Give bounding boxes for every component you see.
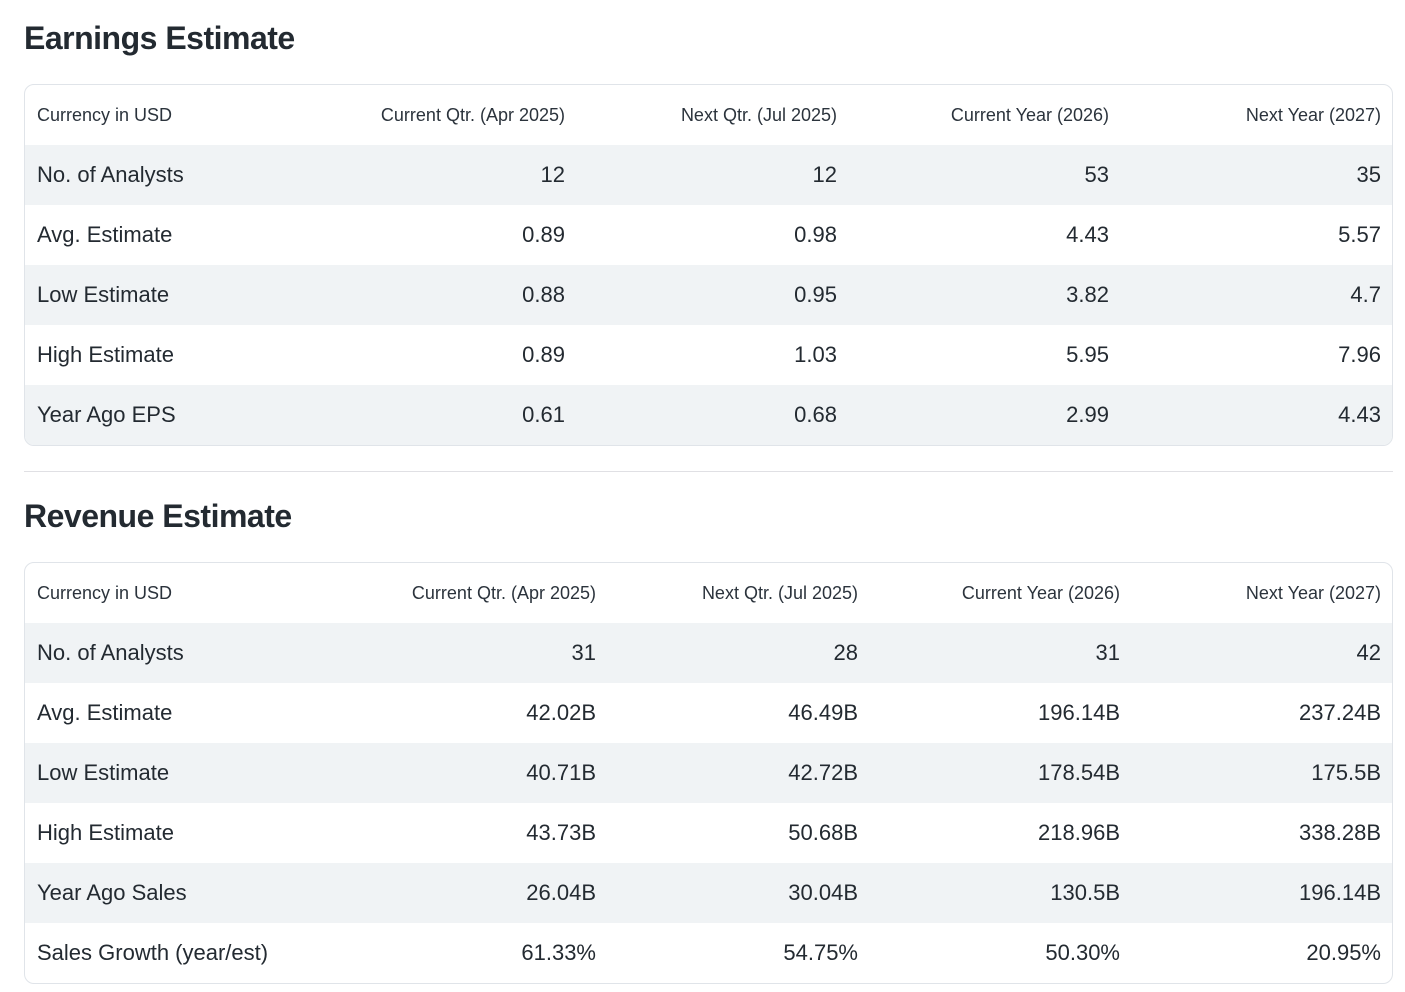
period-column-header: Current Qtr. (Apr 2025) [380,104,565,125]
table-row: No. of Analysts 12 12 53 35 [25,145,1392,205]
table-header-row: Currency in USD Current Qtr. (Apr 2025) Ne… [25,563,1392,623]
row-label: High Estimate [37,820,174,845]
cell-value: 178.54B [1038,760,1120,785]
cell-value: 35 [1356,162,1381,187]
section-divider [24,471,1393,472]
cell-value: 130.5B [1050,880,1120,905]
cell-value: 0.88 [522,282,565,307]
cell-value: 0.68 [794,402,837,427]
row-label: Sales Growth (year/est) [37,940,269,965]
cell-value: 0.95 [794,282,837,307]
cell-value: 0.89 [522,222,565,247]
period-column-header: Current Year (2026) [961,582,1120,603]
cell-value: 4.43 [1066,222,1109,247]
currency-column-header: Currency in USD [37,582,173,603]
earnings-estimate-title: Earnings Estimate [24,20,295,56]
cell-value: 61.33% [521,940,596,965]
cell-value: 12 [540,162,565,187]
cell-value: 28 [833,640,858,665]
table-row: Sales Growth (year/est) 61.33% 54.75% 50.30… [25,923,1392,983]
cell-value: 175.5B [1311,760,1381,785]
cell-value: 196.14B [1299,880,1381,905]
cell-value: 42 [1356,640,1381,665]
row-label: Low Estimate [37,282,170,307]
cell-value: 31 [1095,640,1120,665]
cell-value: 50.68B [788,820,858,845]
revenue-estimate-section: Revenue Estimate Currency in USD Current … [24,498,1393,984]
cell-value: 50.30% [1045,940,1120,965]
row-label: Year Ago EPS [37,402,176,427]
earnings-estimate-section: Earnings Estimate Currency in USD Current… [24,20,1393,446]
cell-value: 12 [812,162,837,187]
period-column-header: Next Year (2027) [1245,104,1381,125]
cell-value: 237.24B [1299,700,1381,725]
table-row: High Estimate 43.73B 50.68B 218.96B 338.28B [25,803,1392,863]
row-label: Avg. Estimate [37,700,173,725]
table-header-row: Currency in USD Current Qtr. (Apr 2025) Ne… [25,85,1392,145]
currency-column-header: Currency in USD [37,104,173,125]
table-row: Year Ago EPS 0.61 0.68 2.99 4.43 [25,385,1392,445]
period-column-header: Current Year (2026) [950,104,1109,125]
cell-value: 42.02B [526,700,596,725]
cell-value: 196.14B [1038,700,1120,725]
cell-value: 20.95% [1306,940,1381,965]
cell-value: 54.75% [783,940,858,965]
cell-value: 3.82 [1066,282,1109,307]
revenue-estimate-title: Revenue Estimate [24,498,292,534]
table-row: Year Ago Sales 26.04B 30.04B 130.5B 196.14B [25,863,1392,923]
cell-value: 30.04B [788,880,858,905]
row-label: Low Estimate [37,760,170,785]
cell-value: 0.89 [522,342,565,367]
cell-value: 26.04B [526,880,596,905]
earnings-estimate-table: Currency in USD Current Qtr. (Apr 2025) Ne… [25,85,1392,445]
cell-value: 43.73B [526,820,596,845]
period-column-header: Next Year (2027) [1245,582,1381,603]
cell-value: 4.7 [1350,282,1381,307]
cell-value: 53 [1084,162,1109,187]
cell-value: 4.43 [1338,402,1381,427]
table-row: No. of Analysts 31 28 31 42 [25,623,1392,683]
row-label: High Estimate [37,342,174,367]
revenue-estimate-card: Currency in USD Current Qtr. (Apr 2025) Ne… [24,562,1393,984]
cell-value: 31 [571,640,596,665]
row-label: Avg. Estimate [37,222,173,247]
cell-value: 2.99 [1066,402,1109,427]
cell-value: 338.28B [1299,820,1381,845]
cell-value: 218.96B [1038,820,1120,845]
cell-value: 0.61 [522,402,565,427]
cell-value: 40.71B [526,760,596,785]
cell-value: 5.95 [1066,342,1109,367]
cell-value: 46.49B [788,700,858,725]
revenue-estimate-table: Currency in USD Current Qtr. (Apr 2025) Ne… [25,563,1392,983]
cell-value: 0.98 [794,222,837,247]
table-row: Low Estimate 40.71B 42.72B 178.54B 175.5B [25,743,1392,803]
table-row: Low Estimate 0.88 0.95 3.82 4.7 [25,265,1392,325]
row-label: Year Ago Sales [37,880,187,905]
row-label: No. of Analysts [37,640,184,665]
table-row: Avg. Estimate 0.89 0.98 4.43 5.57 [25,205,1392,265]
period-column-header: Next Qtr. (Jul 2025) [701,582,858,603]
cell-value: 42.72B [788,760,858,785]
cell-value: 1.03 [794,342,837,367]
earnings-estimate-card: Currency in USD Current Qtr. (Apr 2025) Ne… [24,84,1393,446]
cell-value: 7.96 [1338,342,1381,367]
period-column-header: Next Qtr. (Jul 2025) [680,104,837,125]
table-row: High Estimate 0.89 1.03 5.95 7.96 [25,325,1392,385]
row-label: No. of Analysts [37,162,184,187]
cell-value: 5.57 [1338,222,1381,247]
table-row: Avg. Estimate 42.02B 46.49B 196.14B 237.24B [25,683,1392,743]
period-column-header: Current Qtr. (Apr 2025) [411,582,596,603]
